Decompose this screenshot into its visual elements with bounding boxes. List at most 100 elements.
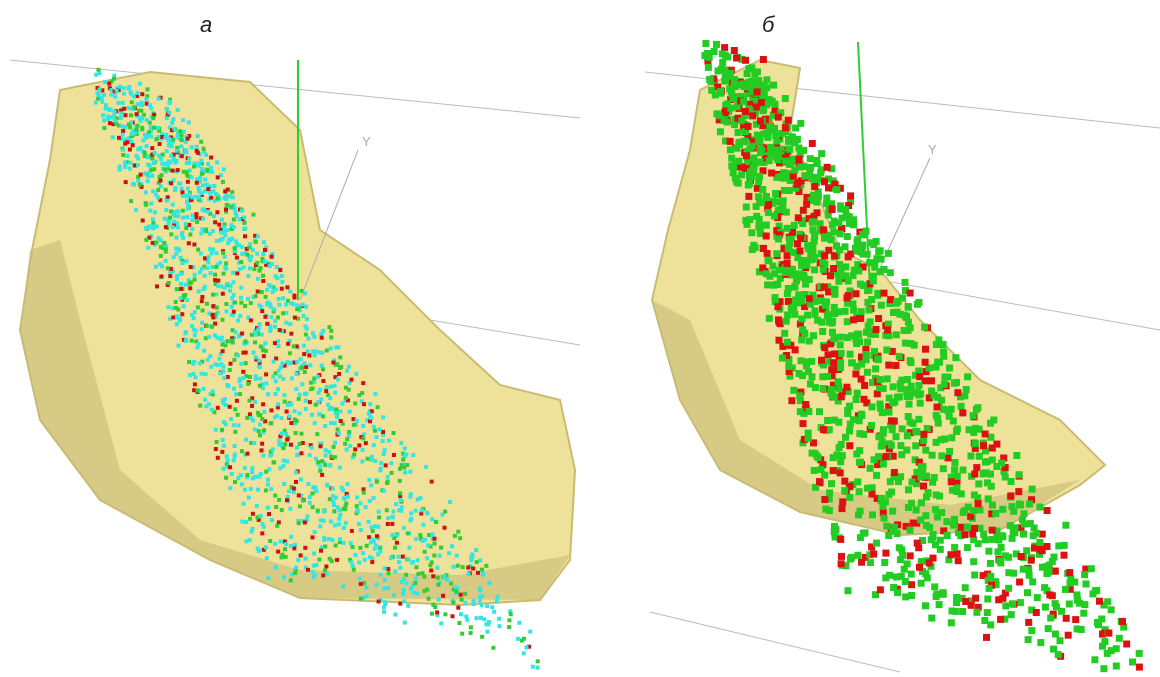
voxel: [897, 473, 904, 480]
voxel: [320, 459, 324, 463]
voxel: [214, 265, 218, 269]
voxel: [312, 335, 316, 339]
voxel: [353, 447, 357, 451]
voxel: [175, 149, 179, 153]
voxel: [361, 448, 365, 452]
voxel: [516, 637, 520, 641]
voxel: [949, 608, 956, 615]
voxel: [802, 401, 809, 408]
voxel: [408, 495, 412, 499]
voxel: [237, 217, 241, 221]
voxel: [971, 572, 978, 579]
voxel: [167, 137, 171, 141]
voxel: [1062, 586, 1069, 593]
voxel: [226, 458, 230, 462]
voxel: [1067, 580, 1074, 587]
voxel: [805, 408, 812, 415]
voxel: [127, 106, 131, 110]
voxel: [121, 101, 125, 105]
voxel: [200, 372, 204, 376]
voxel: [190, 339, 194, 343]
voxel: [260, 442, 264, 446]
voxel: [431, 574, 435, 578]
voxel: [796, 370, 803, 377]
voxel: [1066, 569, 1073, 576]
voxel: [239, 473, 243, 477]
voxel: [335, 415, 339, 419]
voxel: [206, 358, 210, 362]
voxel: [867, 465, 874, 472]
voxel: [136, 179, 140, 183]
voxel: [361, 381, 365, 385]
voxel: [442, 574, 446, 578]
voxel: [813, 452, 820, 459]
voxel: [987, 560, 994, 567]
voxel: [211, 390, 215, 394]
voxel: [318, 465, 322, 469]
voxel: [223, 286, 227, 290]
voxel: [180, 231, 184, 235]
voxel: [829, 320, 836, 327]
voxel: [151, 241, 155, 245]
voxel: [378, 427, 382, 431]
voxel: [192, 243, 196, 247]
voxel: [347, 430, 351, 434]
voxel: [167, 305, 171, 309]
voxel: [210, 251, 214, 255]
voxel: [255, 261, 259, 265]
voxel: [284, 542, 288, 546]
voxel: [772, 295, 779, 302]
voxel: [260, 448, 264, 452]
voxel: [313, 421, 317, 425]
voxel: [298, 393, 302, 397]
voxel: [287, 489, 291, 493]
voxel: [255, 504, 259, 508]
voxel: [805, 435, 812, 442]
voxel: [193, 273, 197, 277]
voxel: [269, 421, 273, 425]
voxel: [335, 407, 339, 411]
voxel: [136, 91, 140, 95]
voxel: [824, 373, 831, 380]
voxel: [376, 405, 380, 409]
voxel: [241, 370, 245, 374]
voxel: [172, 220, 176, 224]
voxel: [271, 375, 275, 379]
voxel: [266, 576, 270, 580]
voxel: [439, 622, 443, 626]
voxel: [263, 341, 267, 345]
voxel: [364, 441, 368, 445]
voxel: [760, 107, 767, 114]
voxel: [321, 330, 325, 334]
voxel: [524, 645, 528, 649]
voxel: [908, 500, 915, 507]
voxel: [947, 551, 954, 558]
voxel: [230, 339, 234, 343]
voxel: [868, 422, 875, 429]
voxel: [409, 587, 413, 591]
voxel: [171, 117, 175, 121]
voxel: [240, 449, 244, 453]
voxel: [222, 272, 226, 276]
voxel: [148, 103, 152, 107]
voxel: [948, 406, 955, 413]
voxel: [818, 466, 825, 473]
voxel: [982, 431, 989, 438]
voxel: [915, 382, 922, 389]
voxel: [272, 307, 276, 311]
voxel: [204, 153, 208, 157]
voxel: [480, 603, 484, 607]
voxel: [265, 322, 269, 326]
voxel: [842, 434, 849, 441]
voxel: [780, 197, 787, 204]
voxel: [251, 512, 255, 516]
voxel: [980, 442, 987, 449]
voxel: [1088, 565, 1095, 572]
voxel: [260, 333, 264, 337]
voxel: [875, 315, 882, 322]
voxel: [289, 578, 293, 582]
voxel: [455, 554, 459, 558]
voxel: [284, 321, 288, 325]
voxel: [201, 217, 205, 221]
voxel: [384, 463, 388, 467]
